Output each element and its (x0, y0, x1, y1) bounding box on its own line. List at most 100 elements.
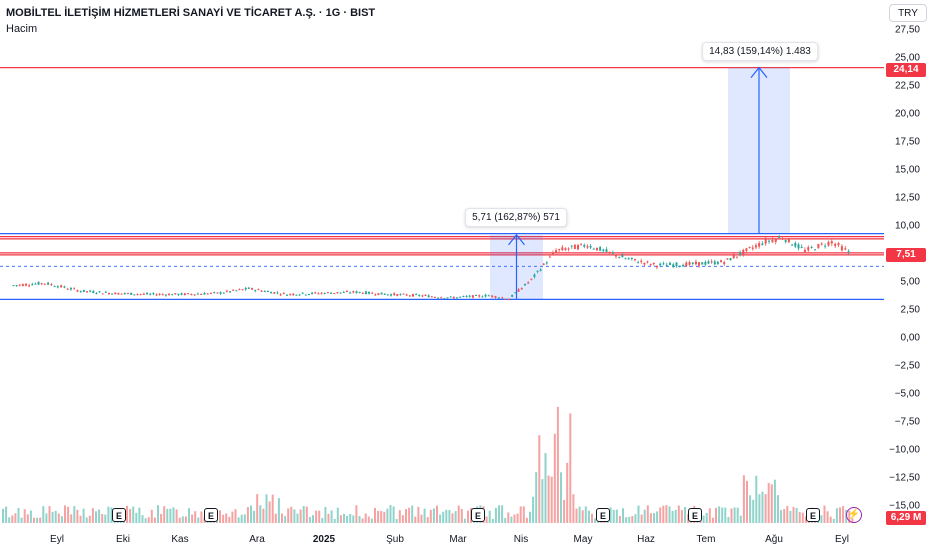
volume-bar (104, 514, 107, 523)
measure-arrow-head (750, 66, 768, 79)
candle-body (133, 294, 136, 296)
volume-bar (277, 498, 280, 523)
candle-body (69, 288, 72, 290)
candle-body (298, 294, 301, 296)
volume-bar (780, 510, 783, 523)
candle-body (120, 293, 123, 295)
candle-body (66, 288, 69, 290)
currency-button[interactable]: TRY (889, 4, 927, 22)
volume-bar (14, 513, 17, 523)
candle-body (688, 262, 691, 265)
candle-body (104, 291, 107, 293)
volume-bar (510, 516, 513, 523)
candle-body (621, 255, 624, 258)
volume-bar (126, 505, 128, 523)
earnings-marker[interactable]: E (112, 508, 126, 522)
flash-icon[interactable]: ⚡ (846, 507, 862, 523)
candle-body (247, 287, 250, 289)
candle-body (257, 289, 260, 291)
candle-body (662, 263, 665, 265)
candle-body (633, 258, 636, 261)
candle-body (171, 294, 174, 296)
earnings-marker[interactable]: E (596, 508, 610, 522)
volume-bar (23, 509, 26, 523)
candle-body (726, 258, 729, 260)
earnings-marker[interactable]: E (204, 508, 218, 522)
volume-bar (312, 515, 314, 523)
candle-body (200, 293, 203, 295)
volume-bar (166, 508, 169, 523)
volume-bar (327, 513, 330, 523)
earnings-marker[interactable]: E (471, 508, 485, 522)
candle-body (507, 299, 510, 301)
volume-bar (8, 517, 11, 523)
volume-bar (628, 516, 631, 523)
volume-bar (454, 511, 457, 523)
candle-body (101, 293, 104, 295)
candle-body (501, 297, 504, 299)
candle-body (421, 295, 424, 297)
volume-bar (243, 514, 246, 523)
candle-body (43, 283, 46, 285)
candle-body (364, 291, 367, 295)
volume-bar (287, 508, 290, 523)
volume-bar (708, 508, 711, 523)
candle-body (235, 290, 238, 292)
volume-bar (129, 509, 132, 523)
candle-body (774, 239, 777, 242)
volume-bar (532, 496, 535, 523)
candle-body (282, 292, 285, 294)
earnings-marker[interactable]: E (806, 508, 820, 522)
candle-body (377, 293, 380, 295)
candle-body (707, 261, 710, 264)
candle-body (807, 247, 810, 251)
earnings-marker[interactable]: E (688, 508, 702, 522)
symbol-title[interactable]: MOBİLTEL İLETİŞİM HİZMETLERİ SANAYİ VE T… (6, 7, 376, 19)
candle-body (771, 239, 774, 243)
candle-body (107, 292, 110, 295)
volume-bar (649, 513, 652, 523)
candle-body (405, 294, 408, 296)
volume-bar (265, 494, 268, 523)
candle-body (229, 291, 232, 293)
target-price-badge: 24,14 (886, 63, 926, 77)
candle-body (25, 283, 28, 286)
volume-bar (423, 508, 426, 523)
candle-body (50, 284, 53, 286)
volume-bar (268, 501, 271, 523)
price-tick-label: 15,00 (894, 164, 920, 176)
volume-bar (222, 514, 225, 523)
volume-bar (42, 506, 45, 523)
candle-body (18, 284, 21, 286)
candle-body (383, 293, 386, 295)
volume-bar (758, 494, 761, 523)
candle-body (304, 294, 307, 296)
candle-body (533, 274, 536, 277)
volume-bar (299, 509, 302, 523)
candle-body (827, 241, 830, 246)
candle-body (152, 293, 155, 295)
volume-bar (448, 509, 451, 523)
volume-bar (346, 515, 349, 523)
volume-bar (553, 433, 556, 523)
volume-bar (11, 515, 14, 523)
volume-bar (305, 506, 308, 523)
candle-body (592, 248, 595, 250)
volume-bar (640, 514, 643, 523)
candle-body (824, 245, 827, 247)
volume-bar (67, 506, 70, 523)
volume-bar (181, 516, 184, 523)
volume-bar (321, 518, 324, 523)
volume-bar (541, 479, 544, 523)
volume-bar (95, 511, 97, 523)
volume-indicator-label[interactable]: Hacim (6, 23, 38, 35)
candle-body (784, 240, 787, 242)
candle-body (177, 293, 180, 296)
volume-bar (48, 506, 51, 523)
candle-body (222, 292, 225, 294)
price-tick-label: 12,50 (894, 192, 920, 204)
candle-body (396, 294, 399, 296)
volume-bar (389, 505, 392, 523)
volume-bar (463, 518, 466, 523)
